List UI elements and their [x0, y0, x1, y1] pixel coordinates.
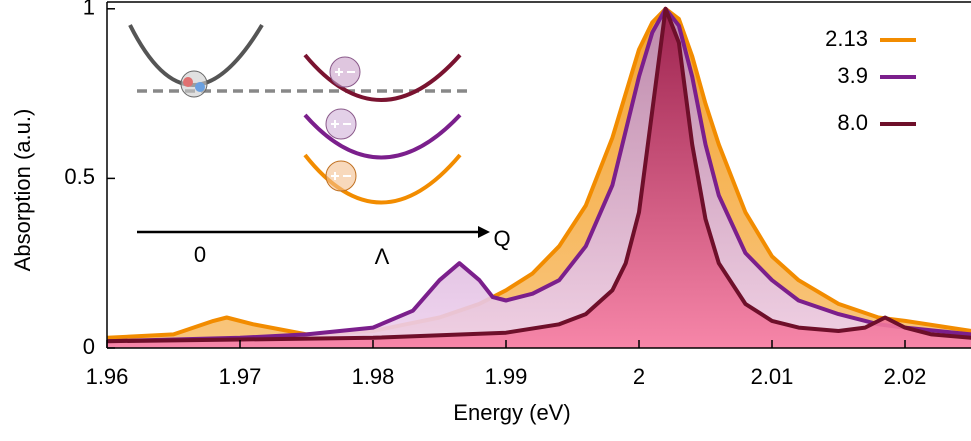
parabola-purple	[303, 113, 462, 160]
plot-area	[107, 6, 971, 348]
inset-tick-label: 0	[194, 242, 206, 267]
x-tick-label: 1.96	[86, 364, 129, 389]
y-tick-label: 0	[83, 334, 95, 359]
exciton-signs	[331, 68, 355, 180]
inset	[128, 23, 490, 238]
parabola-orange	[303, 153, 462, 205]
y-tick-label: 0.5	[64, 164, 95, 189]
inset-arrow	[478, 226, 490, 238]
legend-label: 3.9	[837, 63, 868, 88]
x-axis-label: Energy (eV)	[453, 400, 570, 425]
x-tick-label: 2	[633, 364, 645, 389]
legend-label: 2.13	[825, 26, 868, 51]
y-tick-label: 1	[83, 0, 95, 20]
inset-tick-label: Λ	[375, 244, 390, 269]
x-tick-label: 2.01	[751, 364, 794, 389]
line	[107, 6, 971, 344]
x-tick-label: 1.99	[485, 364, 528, 389]
x-tick-label: 2.02	[884, 364, 927, 389]
line	[107, 6, 971, 344]
x-tick-label: 1.97	[219, 364, 262, 389]
excitons	[180, 56, 361, 192]
legend: 2.13 3.9 8.0	[825, 26, 916, 135]
x-tick-label: 1.98	[352, 364, 395, 389]
inset-axis-label: Q	[493, 226, 510, 251]
legend-label: 8.0	[837, 110, 868, 135]
parabola-dark	[303, 53, 462, 102]
y-axis-label: Absorption (a.u.)	[10, 109, 35, 272]
line	[107, 6, 971, 340]
